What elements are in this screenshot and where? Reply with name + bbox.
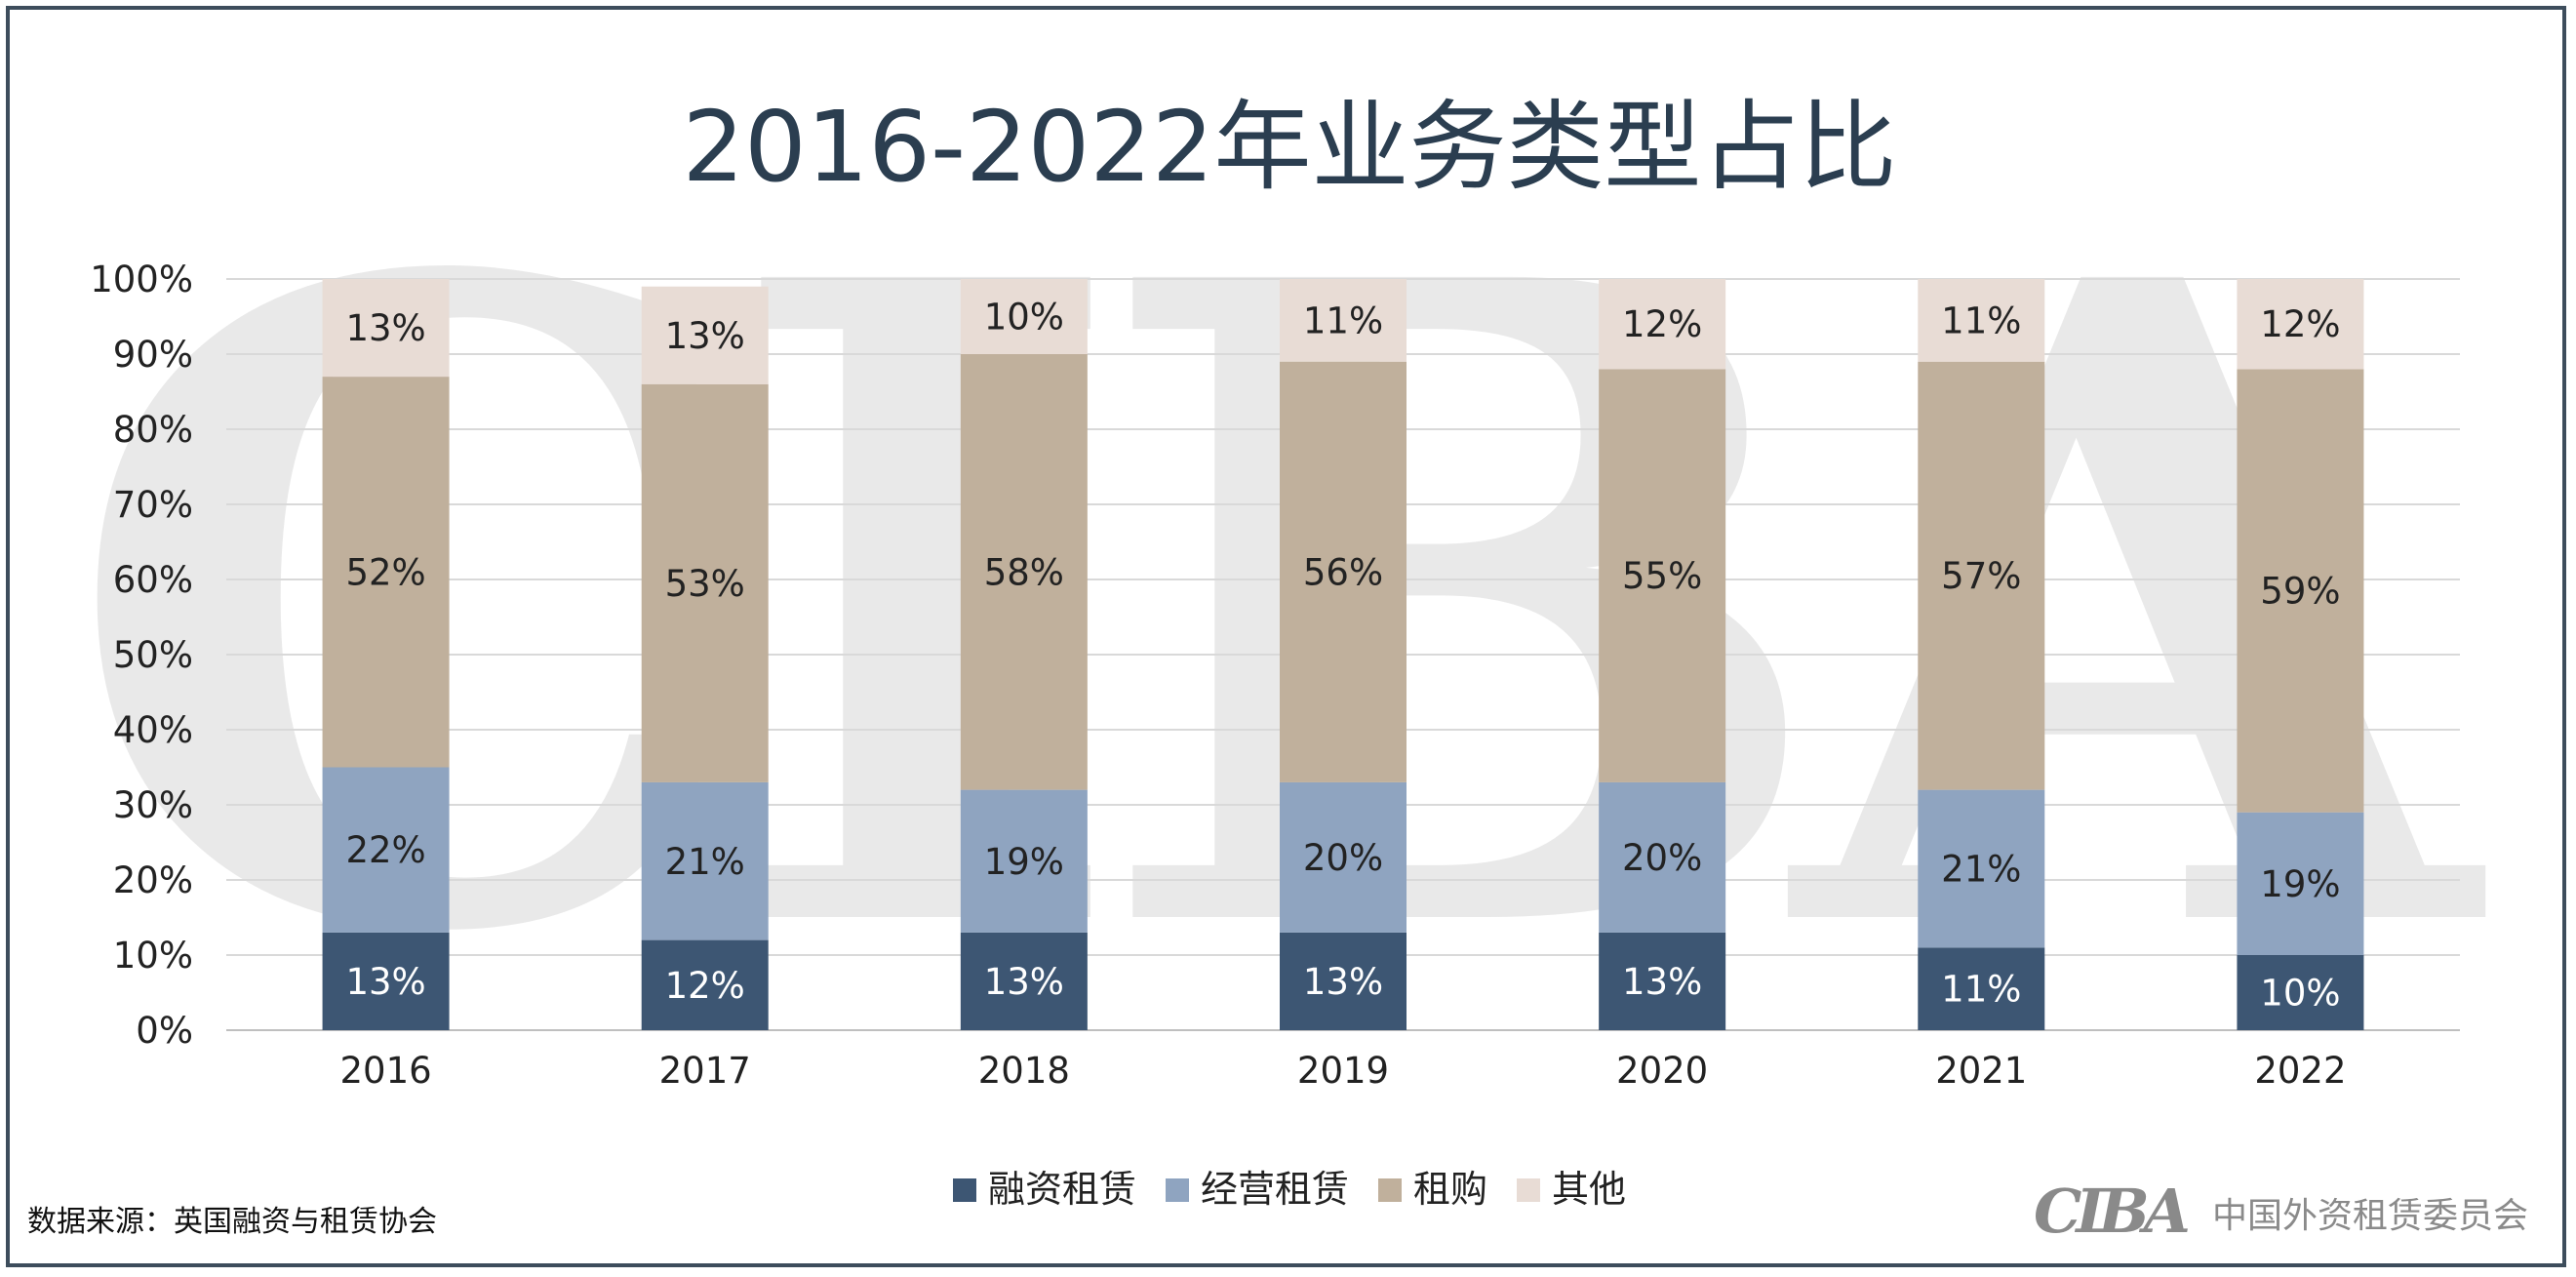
y-tick-label: 80% <box>113 409 193 451</box>
data-label: 10% <box>984 297 1064 339</box>
bar-segment <box>322 932 450 1030</box>
legend-label: 其他 <box>1552 1168 1626 1211</box>
bar-segment <box>1918 947 2045 1030</box>
bar-segment <box>641 939 769 1030</box>
bar-segment <box>1918 789 2045 948</box>
legend-swatch <box>1517 1178 1540 1202</box>
legend-swatch <box>1166 1178 1189 1202</box>
chart-title: 2016-2022年业务类型占比 <box>682 90 1896 204</box>
data-label: 11% <box>1941 299 2021 341</box>
bar-segment <box>1280 932 1407 1030</box>
bars: 13% 22% 52% 13% 12% 21% 53% 13% 13% 19% 58% 10% 13% 2… <box>322 279 2364 1030</box>
bar-segment <box>960 789 1088 933</box>
bar-segment <box>641 286 769 384</box>
bar-segment <box>1918 279 2045 362</box>
data-label: 21% <box>665 841 745 883</box>
data-label: 53% <box>665 563 745 605</box>
y-tick-label: 40% <box>113 709 193 751</box>
bar-segment <box>1280 781 1407 933</box>
y-tick-label: 90% <box>113 334 193 376</box>
legend-swatch <box>953 1178 976 1202</box>
data-label: 55% <box>1622 555 1702 597</box>
y-tick-label: 100% <box>90 259 193 300</box>
data-label: 13% <box>1303 961 1383 1003</box>
data-label: 52% <box>345 551 425 593</box>
data-label: 13% <box>345 307 425 349</box>
bar-segment <box>960 354 1088 790</box>
data-label: 12% <box>2260 303 2340 345</box>
y-tick-label: 30% <box>113 784 193 826</box>
x-tick-label: 2018 <box>978 1050 1070 1092</box>
x-tick-label: 2016 <box>339 1050 431 1092</box>
bar-segment <box>960 279 1088 354</box>
bar-segment <box>1280 279 1407 362</box>
data-label: 21% <box>1941 848 2021 890</box>
bar-segment <box>1599 279 1726 370</box>
logo-text: 中国外资租赁委员会 <box>2212 1196 2528 1236</box>
y-tick-label: 0% <box>136 1010 193 1052</box>
y-axis-ticks: 0% 10% 20% 30% 40% 50% 60% 70% 80% 90% 100% <box>90 259 193 1052</box>
bar-segment <box>960 932 1088 1030</box>
bar-segment <box>1918 361 2045 790</box>
source-note: 数据来源：英国融资与租赁协会 <box>27 1205 437 1239</box>
data-label: 11% <box>1303 299 1383 341</box>
y-tick-label: 50% <box>113 634 193 676</box>
y-tick-label: 70% <box>113 484 193 526</box>
x-axis-ticks: 2016 2017 2018 2019 2020 2021 2022 <box>339 1050 2346 1092</box>
legend: 融资租赁 经营租赁 租购 其他 <box>953 1168 1626 1211</box>
bar-segment <box>641 383 769 782</box>
bar-segment <box>322 279 450 378</box>
data-label: 59% <box>2260 571 2340 613</box>
chart: CIBA 2016-2022年业务类型占比 0% 10% 20% 30% 40% 50% 6… <box>27 90 2533 1247</box>
bar-segment <box>1599 932 1726 1030</box>
data-label: 12% <box>665 965 745 1007</box>
data-label: 13% <box>984 961 1064 1003</box>
y-tick-label: 60% <box>113 559 193 601</box>
data-label: 13% <box>345 961 425 1003</box>
data-label: 12% <box>1622 303 1702 345</box>
bar-segment <box>2237 279 2364 370</box>
data-label: 20% <box>1303 837 1383 879</box>
x-tick-label: 2021 <box>1935 1050 2027 1092</box>
data-label: 13% <box>1622 961 1702 1003</box>
bar-segment <box>1280 361 1407 782</box>
bar-segment <box>1599 369 1726 782</box>
legend-swatch <box>1378 1178 1402 1202</box>
data-label: 20% <box>1622 837 1702 879</box>
bar-segment <box>1599 781 1726 933</box>
data-label: 11% <box>1941 969 2021 1011</box>
x-tick-label: 2022 <box>2254 1050 2346 1092</box>
y-tick-label: 20% <box>113 859 193 901</box>
chart-frame: CIBA 2016-2022年业务类型占比 0% 10% 20% 30% 40% 50% 6… <box>6 6 2566 1267</box>
data-label: 57% <box>1941 555 2021 597</box>
data-label: 56% <box>1303 551 1383 593</box>
x-tick-label: 2019 <box>1297 1050 1389 1092</box>
logo-mark: CIBA <box>2034 1176 2189 1247</box>
data-label: 22% <box>345 829 425 871</box>
bar-segment <box>322 767 450 933</box>
bar-segment <box>2237 369 2364 813</box>
bar-segment <box>2237 812 2364 955</box>
legend-label: 融资租赁 <box>988 1168 1136 1211</box>
y-tick-label: 10% <box>113 935 193 977</box>
bar-segment <box>641 781 769 940</box>
x-tick-label: 2017 <box>659 1050 751 1092</box>
bar-segment <box>2237 955 2364 1030</box>
data-label: 19% <box>2260 863 2340 905</box>
data-label: 10% <box>2260 973 2340 1015</box>
ciba-logo: CIBA 中国外资租赁委员会 <box>2034 1176 2528 1247</box>
data-label: 58% <box>984 551 1064 593</box>
x-tick-label: 2020 <box>1616 1050 1708 1092</box>
data-label: 13% <box>665 315 745 357</box>
legend-label: 经营租赁 <box>1201 1168 1349 1211</box>
data-label: 19% <box>984 841 1064 883</box>
bar-segment <box>322 377 450 768</box>
legend-label: 租购 <box>1413 1168 1487 1211</box>
